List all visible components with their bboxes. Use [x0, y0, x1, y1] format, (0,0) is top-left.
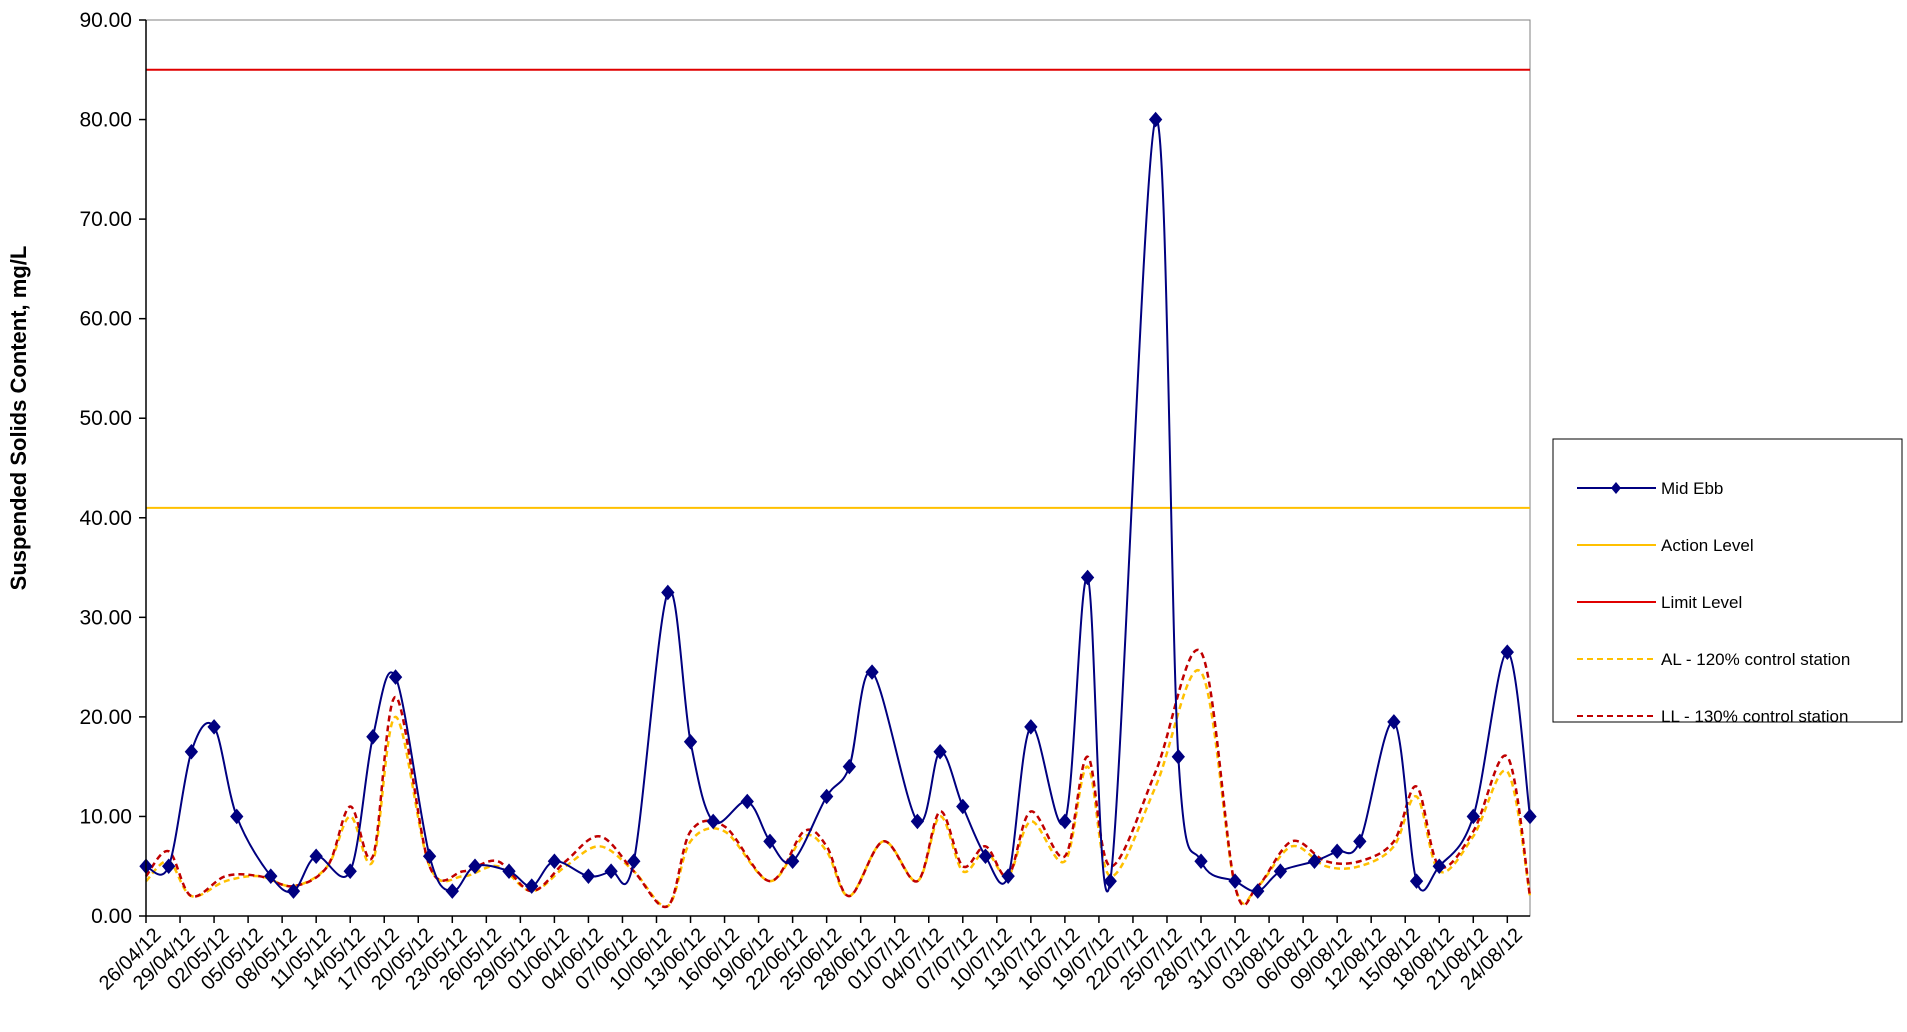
y-tick-label: 20.00 [79, 706, 132, 729]
data-point-marker [525, 878, 539, 894]
data-point-marker [468, 858, 482, 874]
legend: Mid Ebb Action Level Limit Level AL - 120% … [1552, 438, 1903, 726]
data-point-marker [162, 858, 176, 874]
legend-item-3: AL - 120% control station [1577, 650, 1850, 669]
data-point-marker [1024, 719, 1038, 735]
data-point-marker [1080, 569, 1095, 586]
data-point-marker [604, 863, 618, 879]
data-point-marker [865, 664, 879, 680]
data-point-marker [207, 719, 221, 735]
data-point-marker [978, 848, 993, 865]
legend-item-2: Limit Level [1577, 593, 1742, 612]
data-point-marker [366, 729, 380, 745]
data-point-marker [1058, 813, 1072, 830]
data-point-marker [1001, 868, 1015, 884]
legend-item-1: Action Level [1577, 536, 1754, 555]
data-point-marker [264, 868, 278, 884]
data-point-marker [1466, 808, 1480, 825]
data-point-marker [740, 793, 754, 810]
y-tick-label: 40.00 [79, 507, 132, 530]
data-point-marker [910, 813, 925, 830]
data-point-marker [1353, 833, 1367, 850]
legend-item-0: Mid Ebb [1577, 479, 1723, 498]
data-point-marker [1273, 863, 1288, 879]
series-layer [139, 68, 1537, 909]
legend-label: LL - 130% control station [1661, 707, 1848, 726]
data-point-marker [1432, 858, 1446, 874]
series-line [145, 648, 1532, 909]
data-point-marker [1228, 873, 1242, 889]
legend-box [1552, 438, 1903, 723]
y-axis-title: Suspended Solids Content, mg/L [6, 246, 31, 591]
y-tick-label: 10.00 [79, 805, 132, 828]
y-tick-label: 50.00 [79, 407, 132, 430]
y-tick-label: 90.00 [79, 9, 132, 32]
data-point-marker [502, 863, 516, 879]
data-point-marker [1171, 748, 1185, 765]
data-point-marker [706, 813, 720, 830]
data-point-marker [819, 788, 834, 805]
data-point-marker [1409, 873, 1424, 889]
legend-label: Limit Level [1661, 593, 1742, 612]
data-point-marker [842, 758, 857, 775]
data-point-marker [1307, 853, 1322, 870]
data-point-marker [445, 883, 459, 899]
data-point-marker [286, 883, 301, 899]
legend-item-4: LL - 130% control station [1577, 707, 1848, 726]
legend-marker [1611, 482, 1621, 494]
data-point-marker [1103, 873, 1117, 889]
data-point-marker [422, 848, 437, 865]
data-point-marker [1500, 644, 1514, 660]
legend-label: AL - 120% control station [1661, 650, 1850, 669]
data-point-marker [581, 868, 596, 884]
data-point-marker [1251, 883, 1265, 899]
data-point-marker [683, 734, 698, 750]
data-point-marker [547, 853, 562, 870]
data-point-marker [184, 743, 199, 760]
y-tick-label: 70.00 [79, 208, 132, 231]
legend-label: Mid Ebb [1661, 479, 1723, 498]
data-point-marker [1523, 808, 1537, 825]
data-point-marker [956, 798, 970, 815]
legend-label: Action Level [1661, 536, 1754, 555]
y-tick-label: 80.00 [79, 109, 132, 132]
y-tick-label: 30.00 [79, 606, 132, 629]
data-point-marker [627, 853, 641, 870]
y-axis: 0.00 10.00 20.00 30.00 40.00 50.00 60.00 70.00 8… [79, 9, 147, 928]
data-point-marker [661, 584, 675, 601]
data-point-marker [1148, 111, 1163, 128]
data-point-marker [1330, 843, 1344, 860]
data-point-marker [785, 853, 800, 870]
data-point-marker [763, 833, 777, 850]
y-tick-label: 0.00 [91, 905, 132, 928]
data-point-marker [1194, 853, 1208, 870]
data-point-marker [933, 743, 947, 760]
data-point-marker [1387, 714, 1401, 730]
series-0 [139, 111, 1537, 899]
data-point-marker [309, 848, 323, 865]
series-4 [145, 648, 1532, 909]
data-point-marker [388, 669, 403, 685]
data-point-marker [343, 863, 357, 879]
data-point-marker [230, 808, 244, 825]
y-tick-label: 60.00 [79, 308, 132, 331]
